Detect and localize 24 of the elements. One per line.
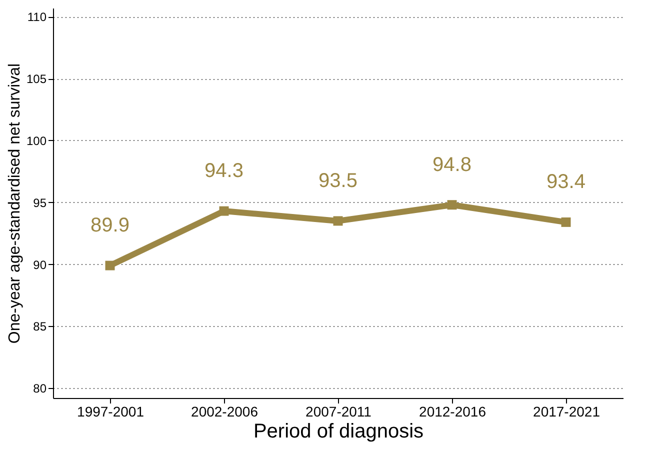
data-label: 93.5 <box>318 170 358 192</box>
data-label: 89.9 <box>90 214 130 237</box>
y-tick-label: 90 <box>33 258 47 272</box>
y-axis-title: One-year age-standardised net survival <box>6 63 24 344</box>
y-tick-label: 100 <box>26 134 47 148</box>
x-tick-label: 2002-2006 <box>191 404 258 420</box>
point <box>561 217 571 227</box>
point <box>219 206 229 216</box>
x-tick-label: 2007-2011 <box>306 404 372 420</box>
x-tick-label: 1997-2001 <box>77 404 144 420</box>
data-label: 93.4 <box>546 171 586 194</box>
data-label: 94.8 <box>432 154 472 176</box>
y-tick-label: 105 <box>26 72 47 86</box>
y-tick-label: 95 <box>33 196 47 210</box>
y-tick-label: 110 <box>27 10 47 24</box>
x-axis-title: Period of diagnosis <box>253 420 424 442</box>
y-tick-label: 85 <box>33 320 47 334</box>
point <box>105 260 115 270</box>
x-tick-label: 2012-2016 <box>419 404 486 420</box>
data-label: 94.3 <box>204 160 244 182</box>
point <box>447 200 457 210</box>
point <box>333 216 343 226</box>
y-tick-label: 80 <box>33 382 47 396</box>
x-tick-label: 2017-2021 <box>533 404 600 420</box>
